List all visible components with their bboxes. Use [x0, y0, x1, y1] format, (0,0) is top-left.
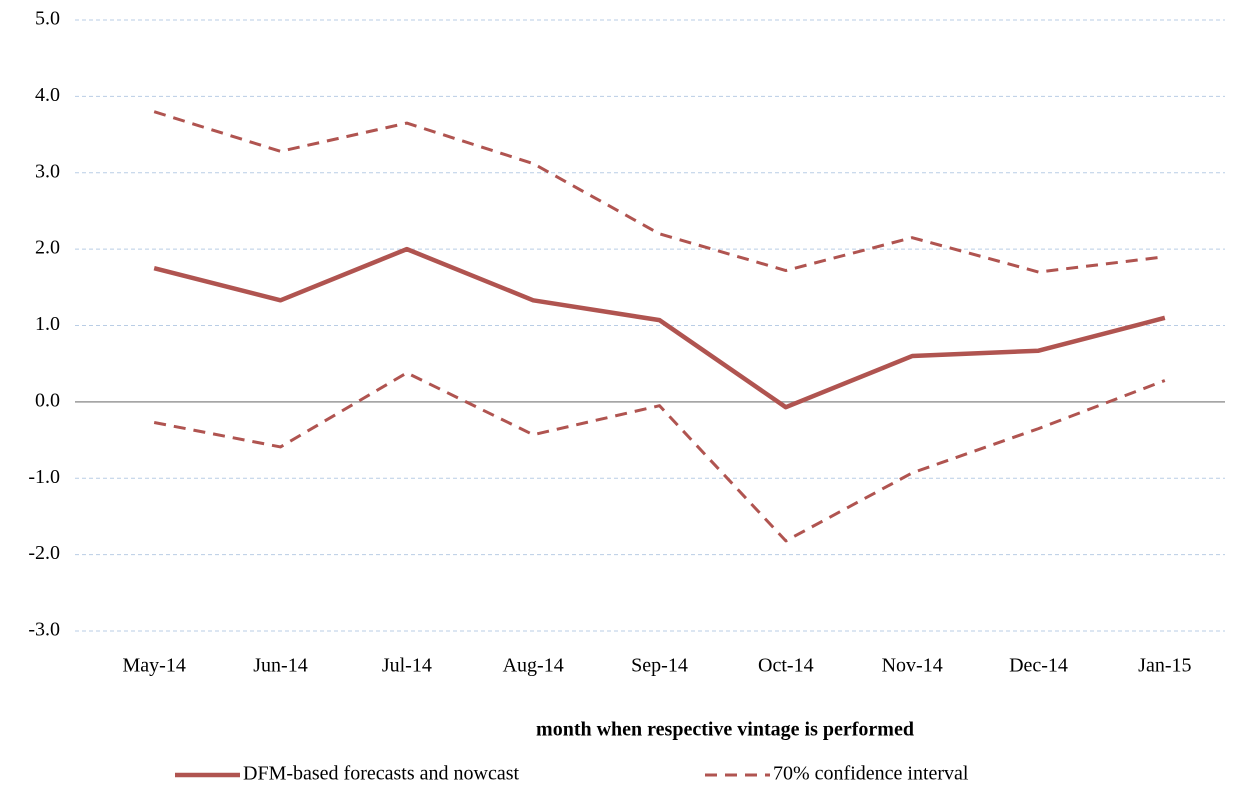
- x-tick-label: Jun-14: [253, 655, 307, 677]
- legend-label: 70% confidence interval: [773, 763, 969, 785]
- x-tick-label: May-14: [123, 655, 186, 677]
- y-tick-label: 0.0: [35, 389, 60, 411]
- y-tick-label: 3.0: [35, 160, 60, 182]
- x-tick-label: Sep-14: [631, 655, 688, 677]
- y-tick-label: 5.0: [35, 8, 60, 30]
- x-tick-label: Nov-14: [882, 655, 943, 677]
- series-line: [153, 246, 1166, 410]
- x-tick-label: Aug-14: [503, 655, 564, 677]
- x-tick-label: Dec-14: [1009, 655, 1068, 677]
- y-tick-label: 1.0: [35, 313, 60, 335]
- y-tick-label: -1.0: [28, 466, 60, 488]
- y-tick-label: -3.0: [28, 619, 60, 641]
- y-tick-label: 2.0: [35, 237, 60, 259]
- legend-label: DFM-based forecasts and nowcast: [243, 763, 519, 785]
- y-tick-label: -2.0: [28, 542, 60, 564]
- ci-line: [153, 371, 1166, 543]
- x-tick-label: Oct-14: [758, 655, 814, 677]
- x-tick-label: Jul-14: [382, 655, 432, 677]
- x-tick-label: Jan-15: [1138, 655, 1191, 677]
- ci-line: [153, 110, 1166, 274]
- y-tick-label: 4.0: [35, 84, 60, 106]
- x-axis-title: month when respective vintage is perform…: [536, 719, 914, 741]
